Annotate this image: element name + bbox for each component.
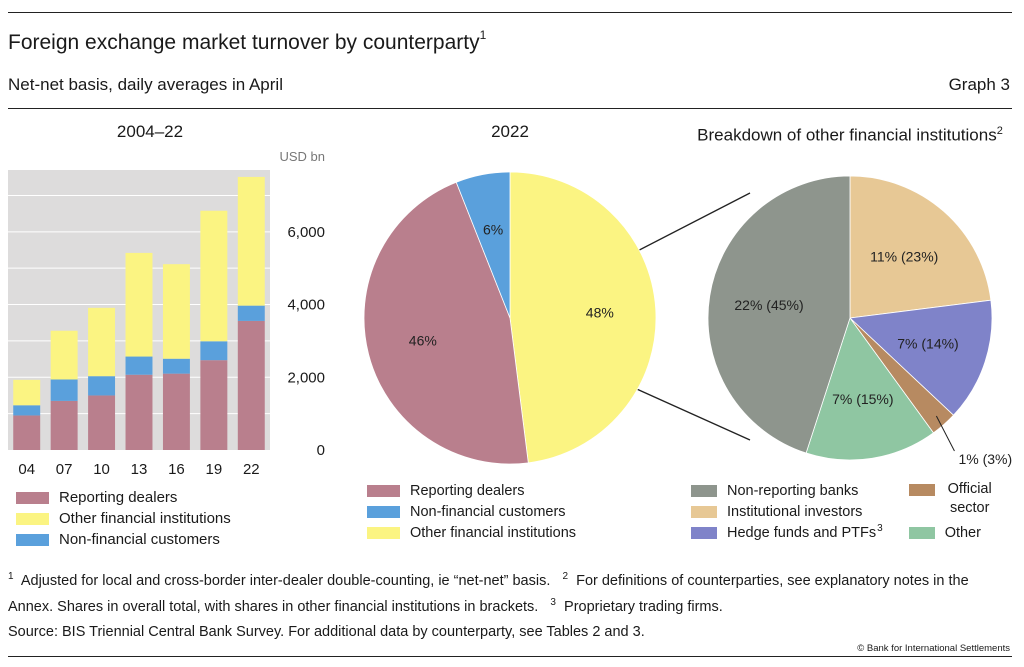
- x-tick-label: 22: [243, 461, 260, 478]
- legend-item: Non-financial customers: [16, 529, 231, 550]
- graph-title: Foreign exchange market turnover by coun…: [8, 28, 487, 54]
- y-axis-unit: USD bn: [279, 149, 325, 164]
- legend-label: Reporting dealers: [410, 482, 525, 499]
- bar-segment: [13, 415, 41, 450]
- main-pie-slice: [363, 181, 529, 465]
- breakdown-pie-slice-label: 22% (45%): [734, 297, 803, 313]
- pie-legend: Reporting dealers Non-financial customers…: [367, 480, 576, 543]
- bar-segment: [200, 341, 228, 361]
- pie-panel-title: 2022: [491, 122, 529, 141]
- bar-segment: [50, 400, 78, 450]
- legend-swatch: [691, 505, 717, 518]
- bar-segment: [125, 252, 153, 357]
- bar-segment: [237, 176, 265, 306]
- bottom-rule: [8, 656, 1012, 657]
- legend-swatch: [16, 491, 49, 504]
- y-tick-label: 6,000: [287, 224, 325, 241]
- graph-number: Graph 3: [948, 75, 1010, 94]
- breakdown-pie-slice: [849, 299, 993, 416]
- top-rule: [8, 12, 1012, 13]
- x-tick-label: 19: [206, 461, 223, 478]
- main-pie-slice-label: 46%: [409, 332, 437, 348]
- legend-label: Official sector: [947, 481, 992, 516]
- main-pie-slice-label: 6%: [483, 222, 503, 238]
- legend-item: Institutional investors: [691, 501, 883, 522]
- legend-label: Other financial institutions: [410, 524, 577, 541]
- slice-leader-line: [935, 415, 955, 452]
- legend-swatch: [16, 512, 49, 525]
- y-tick-label: 4,000: [287, 297, 325, 314]
- legend-item: Hedge funds and PTFs 3: [691, 522, 883, 543]
- bar-segment: [50, 330, 78, 380]
- x-tick-label: 10: [93, 461, 110, 478]
- x-tick-label: 16: [168, 461, 185, 478]
- legend-swatch: [691, 526, 717, 539]
- header-rule: [8, 108, 1012, 109]
- bar-segment: [200, 210, 228, 342]
- copyright-note: © Bank for International Settlements: [857, 643, 1010, 654]
- bar-segment: [162, 358, 190, 374]
- legend-item: Other financial institutions: [16, 508, 231, 529]
- bar-segment: [200, 360, 228, 450]
- bar-segment: [125, 374, 153, 450]
- footnotes: 1 Adjusted for local and cross-border in…: [8, 571, 969, 615]
- legend-swatch: [691, 484, 717, 497]
- bar-segment: [125, 356, 153, 375]
- legend-item: Non-financial customers: [367, 501, 576, 522]
- bar-segment: [88, 395, 116, 450]
- legend-item: Official sector: [908, 480, 995, 518]
- bar-segment: [88, 376, 116, 396]
- main-pie-slice: [509, 171, 657, 464]
- bar-legend: Reporting dealers Other financial institu…: [16, 487, 231, 550]
- bar-chart: 04 07 10 13 16 19 22 0 2,000 4,000 6,000 USD bn: [8, 149, 325, 478]
- main-pie-slice-label: 48%: [586, 304, 614, 320]
- breakdown-pie-slice: [707, 175, 851, 454]
- legend-item: Other: [908, 522, 995, 543]
- bar-segment: [162, 264, 190, 359]
- bar-segment: [88, 307, 116, 377]
- bar-segment: [237, 305, 265, 321]
- legend-label: Non-financial customers: [59, 531, 220, 548]
- legend-item: Reporting dealers: [367, 480, 576, 501]
- breakdown-pie-slice-label: 1% (3%): [958, 451, 1012, 467]
- bar-panel-title: 2004–22: [116, 122, 184, 141]
- legend-item: Non-reporting banks: [691, 480, 883, 501]
- bar-segment: [162, 373, 190, 450]
- pie-charts: 48% 46% 6% 11% (23%) 7% (14%) 1% (3%) 7% (15%)…: [363, 171, 1012, 467]
- x-tick-label: 13: [131, 461, 148, 478]
- x-tick-label: 07: [56, 461, 73, 478]
- legend-item: Other financial institutions: [367, 522, 576, 543]
- breakdown-pie-slice-label: 7% (15%): [832, 391, 893, 407]
- legend-swatch: [908, 526, 935, 539]
- legend-label: Other: [944, 524, 981, 541]
- legend-label: Reporting dealers: [59, 489, 178, 506]
- legend-swatch: [367, 526, 400, 539]
- bar-segment: [237, 320, 265, 450]
- bar-segment: [13, 405, 41, 416]
- legend-swatch: [367, 484, 400, 497]
- legend-swatch: [367, 505, 400, 518]
- breakdown-pie-slice: [805, 317, 935, 461]
- legend-label: Hedge funds and PTFs: [727, 524, 877, 541]
- breakdown-pie-slice-label: 11% (23%): [870, 248, 938, 264]
- legend-label: Non-reporting banks: [727, 482, 859, 499]
- breakdown-pie-slice-label: 7% (14%): [897, 335, 958, 351]
- breakdown-panel-title: Breakdown of other financial institution…: [697, 125, 1003, 145]
- y-tick-label: 2,000: [287, 369, 325, 386]
- graph-subtitle: Net-net basis, daily averages in April: [8, 75, 283, 94]
- breakdown-pie-slice: [849, 175, 992, 319]
- legend-swatch: [908, 484, 935, 496]
- legend-label: Non-financial customers: [410, 503, 566, 520]
- legend-swatch: [16, 533, 49, 546]
- bar-segment: [50, 379, 78, 401]
- main-pie-slice: [455, 171, 511, 319]
- legend-label: Institutional investors: [727, 503, 863, 520]
- x-tick-label: 04: [18, 461, 35, 478]
- legend-item: Reporting dealers: [16, 487, 231, 508]
- source-note: Source: BIS Triennial Central Bank Surve…: [8, 624, 645, 640]
- y-tick-label: 0: [317, 442, 325, 459]
- legend-label: Other financial institutions: [59, 510, 231, 527]
- bar-segment: [13, 379, 41, 406]
- breakdown-legend: Non-reporting banks Institutional investo…: [691, 480, 995, 543]
